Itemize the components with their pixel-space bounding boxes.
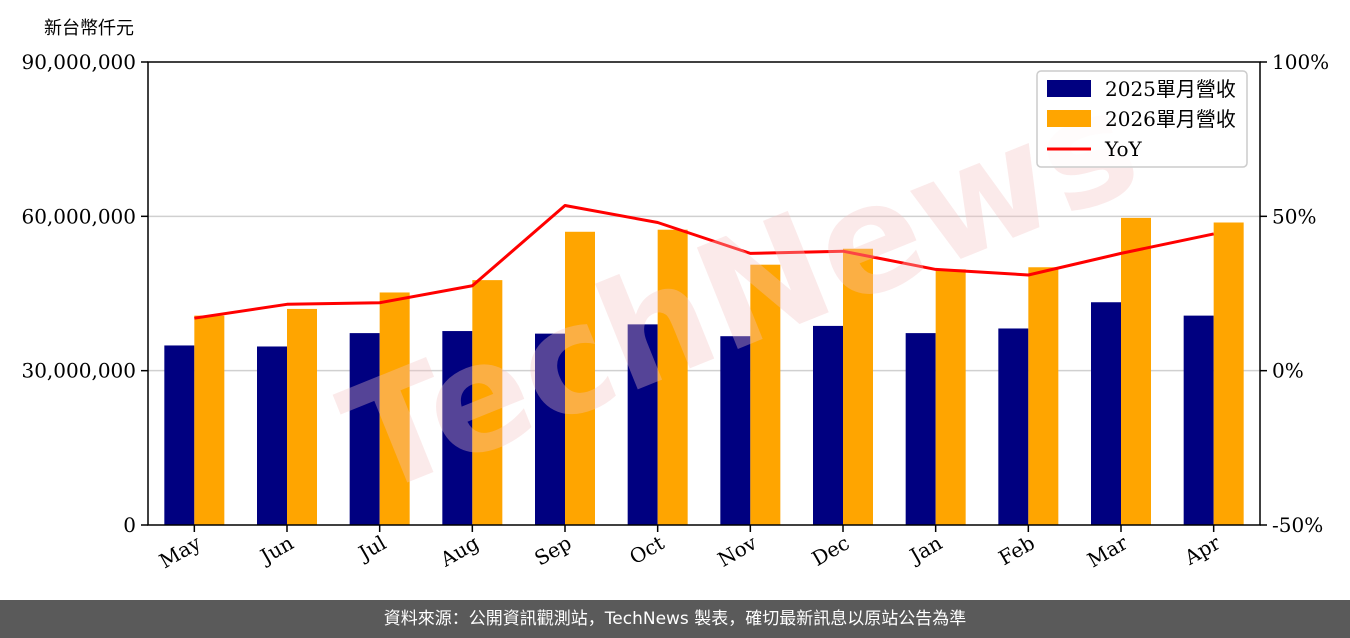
y-tick-label: 30,000,000 (21, 359, 136, 383)
x-tick-label: Sep (530, 531, 575, 571)
x-tick-label: May (155, 530, 205, 573)
bar-2026-dec (843, 248, 873, 525)
bar-2026-nov (750, 264, 781, 525)
bar-2025-aug (442, 331, 473, 525)
bar-2025-feb (998, 328, 1029, 525)
y2-tick-label: 0% (1272, 359, 1304, 383)
bar-2025-oct (627, 324, 658, 525)
x-tick-label: Aug (435, 530, 483, 571)
yoy-line-layer (194, 204, 1214, 320)
plot-frame (147, 61, 1261, 526)
bar-2026-apr (1213, 222, 1244, 526)
y2-tick-label: 50% (1272, 204, 1316, 228)
bar-2026-jan (935, 269, 966, 525)
bar-2025-mar (1091, 302, 1121, 525)
y-tick-label: 0 (123, 513, 136, 537)
bar-2025-sep (535, 333, 565, 525)
yoy-line (194, 204, 1214, 320)
bar-2026-jul (379, 292, 410, 525)
bar-2025-jan (905, 333, 936, 525)
y2-tick-label: -50% (1272, 513, 1323, 537)
bar-2025-dec (813, 325, 843, 525)
bar-2026-mar (1121, 217, 1151, 526)
gridlines (148, 215, 1260, 372)
legend-label: YoY (1104, 137, 1143, 161)
bar-2025-nov (720, 336, 751, 525)
source-footer: 資料來源：公開資訊觀測站，TechNews 製表，確切最新訊息以原站公告為準 (0, 600, 1350, 638)
x-tick-label: Dec (808, 531, 854, 571)
bar-2026-sep (565, 231, 595, 525)
bar-2025-may (164, 345, 195, 525)
legend: 2025單月營收 2026單月營收 YoY (1036, 70, 1248, 168)
bar-2025-jun (257, 346, 287, 525)
bar-2026-jun (287, 308, 317, 525)
legend-swatch (1047, 80, 1091, 97)
legend-label: 2026單月營收 (1105, 107, 1236, 131)
x-tick-label: Jul (353, 531, 390, 566)
bar-2025-jul (349, 333, 380, 525)
x-tick-label: Feb (994, 531, 1038, 570)
x-tick-label: Oct (625, 531, 668, 570)
x-tick-label: Jan (904, 530, 946, 568)
bar-2026-oct (657, 229, 688, 525)
bar-2025-apr (1183, 315, 1214, 525)
x-tick-label: Mar (1083, 530, 1132, 572)
revenue-chart: TechNews 030,000,00060,000,00090,000,000… (21, 50, 1329, 573)
legend-swatch (1047, 110, 1091, 127)
bar-2026-may (194, 315, 225, 525)
x-tick-label: Apr (1179, 530, 1224, 570)
bar-2026-feb (1028, 267, 1059, 525)
x-tick-label: Nov (713, 530, 761, 572)
y-tick-label: 60,000,000 (21, 204, 136, 228)
bar-2026-aug (472, 280, 503, 525)
x-tick-label: Jun (255, 530, 298, 569)
y-axis-title: 新台幣仟元 (44, 18, 134, 39)
legend-label: 2025單月營收 (1105, 77, 1236, 101)
y2-tick-label: 100% (1272, 50, 1329, 74)
bars (164, 217, 1244, 526)
y-tick-label: 90,000,000 (21, 50, 136, 74)
